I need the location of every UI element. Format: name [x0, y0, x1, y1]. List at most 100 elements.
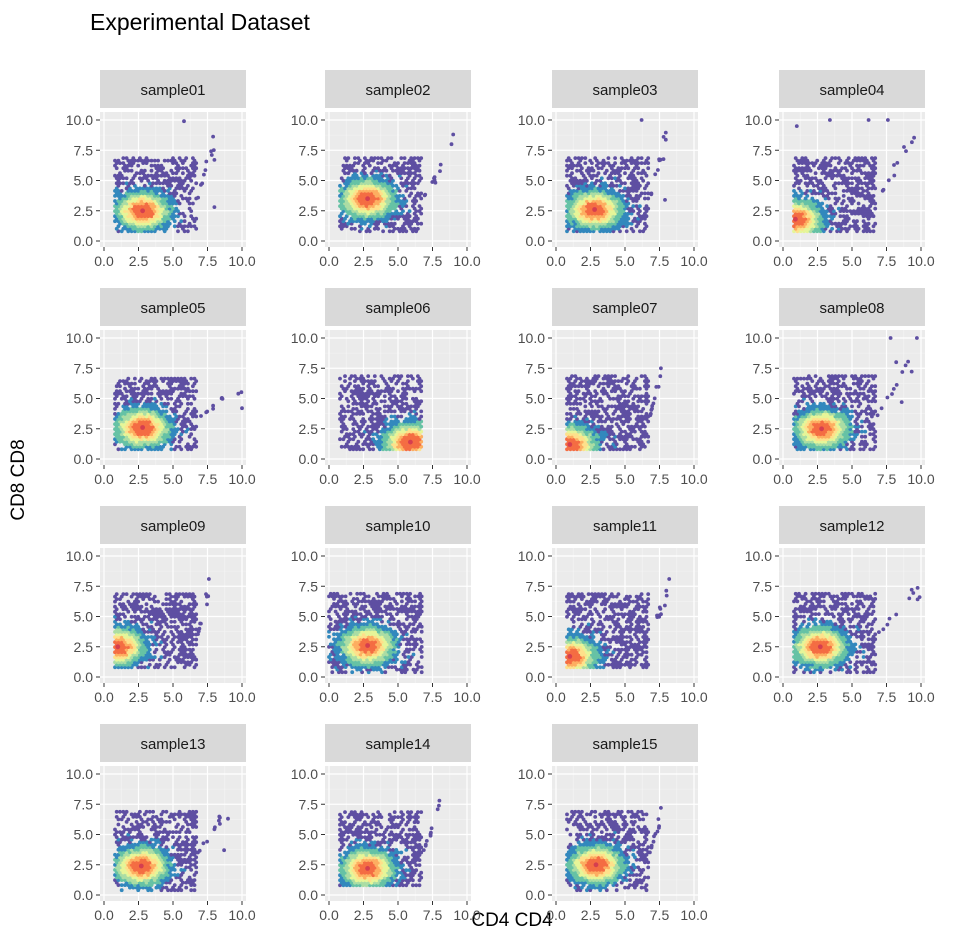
x-tick-label: 0.0: [94, 253, 114, 269]
hexbin-point: [419, 399, 424, 404]
hexbin-point: [174, 444, 179, 449]
x-tick-label: 10.0: [907, 253, 934, 269]
hexbin-point: [583, 161, 588, 166]
hexbin-point: [873, 444, 878, 449]
hexbin-point: [417, 163, 422, 168]
hexbin-point: [797, 409, 801, 414]
x-tick-label: 0.0: [319, 471, 339, 487]
hexbin-point: [376, 389, 380, 394]
hexbin-point: [853, 156, 858, 161]
hexbin-point: [204, 159, 209, 164]
hexbin-point: [623, 186, 627, 191]
hexbin-point: [575, 407, 579, 411]
hexbin-point: [416, 226, 420, 231]
outlier-point: [212, 158, 217, 162]
hexbin-point: [912, 135, 916, 140]
hexbin-point: [121, 379, 126, 383]
x-tick-label: 2.5: [808, 253, 828, 269]
hexbin-point: [818, 376, 823, 381]
densest-point: [140, 425, 146, 430]
hexbin-point: [850, 374, 854, 378]
hexbin-point: [164, 597, 169, 601]
hexbin-point: [848, 224, 853, 229]
hexbin-point: [147, 592, 152, 596]
hexbin-point: [812, 189, 816, 193]
hexbin-point: [873, 206, 878, 211]
hexbin-point: [359, 409, 364, 414]
hexbin-point: [411, 386, 415, 391]
hexbin-point: [802, 407, 806, 411]
hexbin-point: [356, 384, 361, 389]
facet-strip-label: sample05: [140, 300, 205, 317]
hexbin-point: [186, 442, 190, 447]
hexbin-point: [633, 394, 637, 399]
hexbin-point: [236, 391, 241, 396]
hexbin-point: [576, 389, 581, 394]
hexbin-point: [396, 226, 400, 231]
hexbin-point: [184, 592, 189, 596]
hexbin-point: [114, 592, 119, 596]
y-tick-label: 10.0: [66, 330, 93, 346]
hexbin-point: [626, 186, 631, 191]
hexbin-point: [841, 214, 846, 219]
hexbin-point: [606, 424, 611, 429]
hexbin-point: [797, 186, 801, 191]
outlier-point: [899, 400, 904, 404]
hexbin-point: [841, 173, 846, 178]
hexbin-point: [114, 389, 119, 394]
hexbin-point: [162, 401, 167, 406]
hexbin-point: [172, 625, 177, 629]
hexbin-point: [124, 394, 129, 399]
hexbin-point: [146, 635, 151, 639]
hexbin-point: [856, 156, 861, 161]
hexbin-point: [136, 163, 141, 168]
y-tick-label: 0.0: [299, 451, 319, 467]
hexbin-point: [795, 376, 800, 381]
hexbin-point: [860, 156, 864, 161]
hexbin-point: [169, 447, 174, 452]
hexbin-point: [379, 156, 384, 161]
hexbin-point: [573, 389, 578, 394]
hexbin-point: [179, 599, 184, 604]
hexbin-point: [578, 396, 583, 401]
hexbin-point: [860, 434, 864, 439]
densest-point: [365, 196, 370, 202]
hexbin-point: [211, 134, 216, 139]
hexbin-point: [848, 391, 853, 396]
hexbin-point: [113, 199, 117, 203]
hexbin-point: [861, 219, 866, 224]
x-tick-label: 5.0: [163, 471, 183, 487]
hexbin-point: [162, 178, 167, 183]
hexbin-point: [394, 183, 399, 188]
hexbin-point: [419, 191, 424, 196]
hexbin-point: [891, 387, 896, 391]
hexbin-point: [581, 391, 586, 396]
hexbin-point: [623, 181, 627, 186]
hexbin-point: [167, 657, 172, 662]
hexbin-point: [126, 619, 131, 624]
hexbin-point: [369, 156, 374, 161]
hexbin-point: [194, 424, 199, 429]
hexbin-point: [663, 130, 668, 135]
x-tick-label: 5.0: [842, 253, 862, 269]
hexbin-point: [648, 411, 653, 416]
hexbin-point: [397, 194, 402, 198]
hexbin-point: [411, 396, 415, 401]
x-tick-label: 7.5: [877, 253, 897, 269]
hexbin-point: [186, 229, 190, 234]
hexbin-point: [187, 602, 192, 607]
hexbin-point: [372, 374, 377, 378]
hexbin-point: [191, 389, 195, 394]
x-tick-label: 2.5: [581, 471, 601, 487]
hexbin-point: [850, 404, 854, 409]
hexbin-point: [121, 612, 126, 617]
hexbin-point: [873, 374, 878, 378]
hexbin-point: [353, 226, 357, 231]
hexbin-point: [142, 168, 147, 173]
hexbin-point: [818, 386, 823, 391]
hexbin-point: [873, 389, 878, 394]
hexbin-point: [184, 166, 189, 171]
hexbin-point: [374, 407, 379, 411]
